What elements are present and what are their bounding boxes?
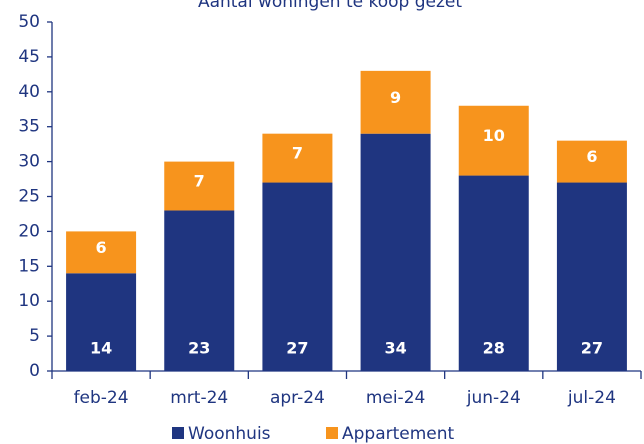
data-label: 9 <box>390 88 401 107</box>
data-label: 28 <box>483 339 505 358</box>
y-tick-label: 15 <box>18 256 40 276</box>
legend-label: Appartement <box>342 424 455 444</box>
y-tick-label: 10 <box>18 291 40 311</box>
x-tick-label: mrt-24 <box>170 388 228 408</box>
data-label: 23 <box>188 339 210 358</box>
data-label: 14 <box>90 339 112 358</box>
y-tick-label: 30 <box>18 152 40 172</box>
y-tick-label: 0 <box>29 361 40 381</box>
y-tick-label: 40 <box>18 82 40 102</box>
y-tick-label: 20 <box>18 221 40 241</box>
bar-segment <box>66 231 137 274</box>
y-tick-label: 25 <box>18 187 40 207</box>
x-tick-label: apr-24 <box>270 388 325 408</box>
bar-segment <box>164 161 235 211</box>
y-tick-label: 50 <box>18 12 40 32</box>
y-tick-label: 45 <box>18 47 40 67</box>
legend-label: Woonhuis <box>188 424 271 444</box>
x-tick-label: jul-24 <box>567 388 616 408</box>
bar-segment <box>164 210 235 371</box>
legend-swatch <box>172 427 184 439</box>
bar-segment <box>556 182 627 371</box>
x-tick-label: jun-24 <box>466 388 521 408</box>
bar-segment <box>360 70 431 134</box>
y-tick-label: 5 <box>29 326 40 346</box>
bar-segment <box>262 182 333 371</box>
bar-segment <box>556 140 627 183</box>
data-label: 27 <box>581 339 603 358</box>
y-tick-label: 35 <box>18 117 40 137</box>
x-tick-label: mei-24 <box>366 388 426 408</box>
bar-segment <box>360 133 431 371</box>
data-label: 6 <box>586 147 597 166</box>
data-label: 7 <box>194 172 205 191</box>
data-label: 34 <box>384 339 406 358</box>
data-label: 10 <box>483 126 505 145</box>
data-label: 7 <box>292 144 303 163</box>
bar-segment <box>458 105 529 176</box>
data-label: 6 <box>96 238 107 257</box>
legend-swatch <box>326 427 338 439</box>
bar-segment <box>262 133 333 183</box>
x-tick-label: feb-24 <box>74 388 129 408</box>
data-label: 27 <box>286 339 308 358</box>
bar-segment <box>66 273 137 371</box>
bar-segment <box>458 175 529 371</box>
chart-title: Aantal woningen te koop gezet <box>198 0 462 12</box>
